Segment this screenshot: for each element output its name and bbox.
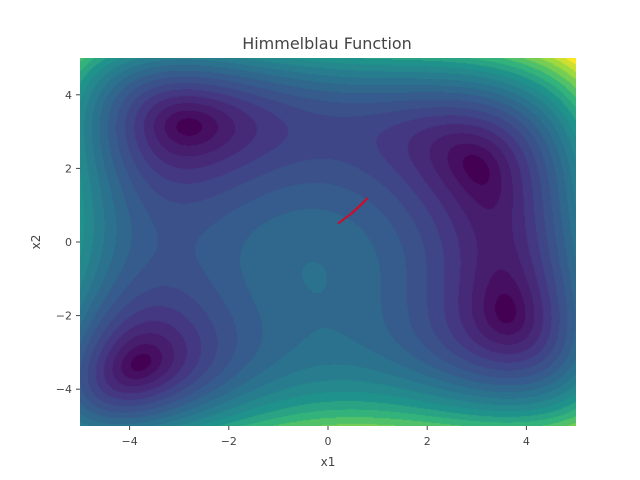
optimization-path bbox=[337, 197, 369, 225]
x-tick-label: −2 bbox=[221, 435, 237, 448]
chart-title: Himmelblau Function bbox=[242, 34, 412, 53]
y-tick-label: 4 bbox=[65, 89, 72, 102]
x-axis-label: x1 bbox=[321, 455, 336, 469]
x-tick-label: 0 bbox=[325, 435, 332, 448]
x-tick-label: −4 bbox=[121, 435, 137, 448]
y-tick-label: −2 bbox=[56, 310, 72, 323]
x-tick-label: 2 bbox=[424, 435, 431, 448]
x-axis-ticks: −4 −2 0 2 4 bbox=[121, 426, 530, 448]
y-axis-ticks: −4 −2 0 2 4 bbox=[56, 89, 80, 396]
plot-area bbox=[80, 58, 576, 426]
x-tick-label: 4 bbox=[523, 435, 530, 448]
y-tick-label: 2 bbox=[65, 162, 72, 175]
y-axis-label: x2 bbox=[29, 235, 43, 250]
y-tick-label: 0 bbox=[65, 236, 72, 249]
y-tick-label: −4 bbox=[56, 383, 72, 396]
contour-field bbox=[80, 58, 576, 426]
